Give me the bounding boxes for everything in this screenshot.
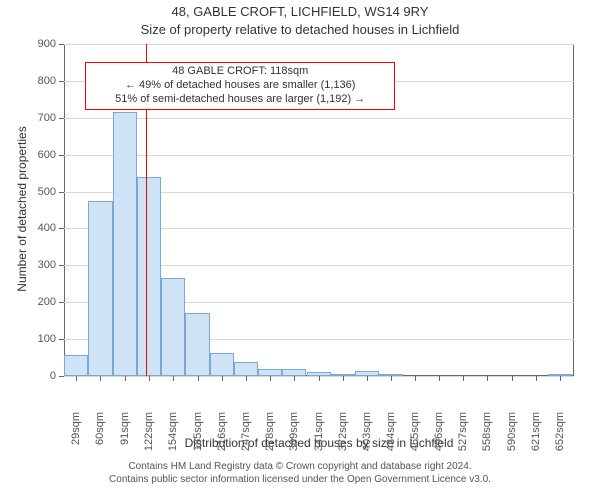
x-tick-mark [76, 376, 77, 381]
y-tick-label: 200 [30, 296, 56, 308]
x-tick-mark [173, 376, 174, 381]
x-tick-mark [294, 376, 295, 381]
x-tick-mark [222, 376, 223, 381]
x-tick-mark [270, 376, 271, 381]
x-tick-label: 91sqm [119, 412, 131, 462]
histogram-bar [282, 369, 306, 376]
x-tick-label: 558sqm [481, 412, 493, 462]
histogram-bar [185, 313, 209, 376]
grid-line [64, 44, 574, 45]
x-tick-label: 309sqm [288, 412, 300, 462]
y-tick-mark [59, 376, 64, 377]
y-tick-label: 600 [30, 149, 56, 161]
x-tick-mark [391, 376, 392, 381]
y-tick-mark [59, 265, 64, 266]
x-tick-label: 403sqm [361, 412, 373, 462]
footer-line-2: Contains public sector information licen… [0, 473, 600, 486]
histogram-bar [161, 278, 185, 376]
y-tick-label: 400 [30, 222, 56, 234]
y-tick-label: 100 [30, 333, 56, 345]
x-tick-label: 185sqm [192, 412, 204, 462]
x-tick-label: 247sqm [240, 412, 252, 462]
x-tick-label: 496sqm [433, 412, 445, 462]
x-tick-label: 434sqm [385, 412, 397, 462]
annotation-line: 51% of semi-detached houses are larger (… [90, 93, 391, 107]
y-tick-label: 800 [30, 75, 56, 87]
x-tick-label: 590sqm [506, 412, 518, 462]
x-tick-mark [367, 376, 368, 381]
x-tick-mark [512, 376, 513, 381]
y-tick-mark [59, 44, 64, 45]
y-tick-mark [59, 155, 64, 156]
x-tick-label: 341sqm [313, 412, 325, 462]
grid-line [64, 118, 574, 119]
x-tick-label: 652sqm [554, 412, 566, 462]
x-tick-mark [439, 376, 440, 381]
histogram-bar [64, 355, 88, 376]
x-tick-label: 29sqm [70, 412, 82, 462]
x-tick-label: 465sqm [409, 412, 421, 462]
y-tick-mark [59, 302, 64, 303]
y-axis-label: Number of detached properties [15, 43, 29, 375]
histogram-bar [234, 362, 258, 376]
y-tick-label: 500 [30, 186, 56, 198]
address-title: 48, GABLE CROFT, LICHFIELD, WS14 9RY [0, 4, 600, 19]
y-tick-mark [59, 228, 64, 229]
chart-footer: Contains HM Land Registry data © Crown c… [0, 460, 600, 486]
histogram-bar [88, 201, 112, 376]
chart-subtitle: Size of property relative to detached ho… [0, 22, 600, 37]
histogram-bar [137, 177, 161, 376]
y-tick-mark [59, 192, 64, 193]
annotation-line: 48 GABLE CROFT: 118sqm [90, 65, 391, 79]
annotation-line: ← 49% of detached houses are smaller (1,… [90, 79, 391, 93]
x-tick-label: 216sqm [216, 412, 228, 462]
x-tick-mark [319, 376, 320, 381]
x-tick-mark [125, 376, 126, 381]
annotation-box: 48 GABLE CROFT: 118sqm← 49% of detached … [85, 62, 396, 110]
y-tick-label: 900 [30, 38, 56, 50]
plot-area: 48 GABLE CROFT: 118sqm← 49% of detached … [64, 44, 574, 376]
y-tick-mark [59, 339, 64, 340]
x-tick-label: 527sqm [457, 412, 469, 462]
x-tick-label: 60sqm [94, 412, 106, 462]
histogram-bar [258, 369, 282, 376]
x-tick-mark [149, 376, 150, 381]
x-tick-mark [415, 376, 416, 381]
y-tick-label: 0 [30, 370, 56, 382]
x-tick-label: 122sqm [143, 412, 155, 462]
y-tick-mark [59, 81, 64, 82]
x-tick-mark [536, 376, 537, 381]
x-tick-mark [463, 376, 464, 381]
histogram-bar [210, 353, 234, 376]
y-tick-label: 300 [30, 259, 56, 271]
x-tick-label: 372sqm [337, 412, 349, 462]
x-tick-mark [487, 376, 488, 381]
x-tick-label: 621sqm [530, 412, 542, 462]
x-tick-mark [100, 376, 101, 381]
y-tick-label: 700 [30, 112, 56, 124]
x-tick-mark [246, 376, 247, 381]
grid-line [64, 155, 574, 156]
x-tick-label: 278sqm [264, 412, 276, 462]
y-tick-mark [59, 118, 64, 119]
histogram-bar [113, 112, 137, 376]
x-tick-mark [343, 376, 344, 381]
x-tick-mark [198, 376, 199, 381]
x-tick-label: 154sqm [167, 412, 179, 462]
histogram-chart: 48, GABLE CROFT, LICHFIELD, WS14 9RY Siz… [0, 0, 600, 500]
x-tick-mark [560, 376, 561, 381]
